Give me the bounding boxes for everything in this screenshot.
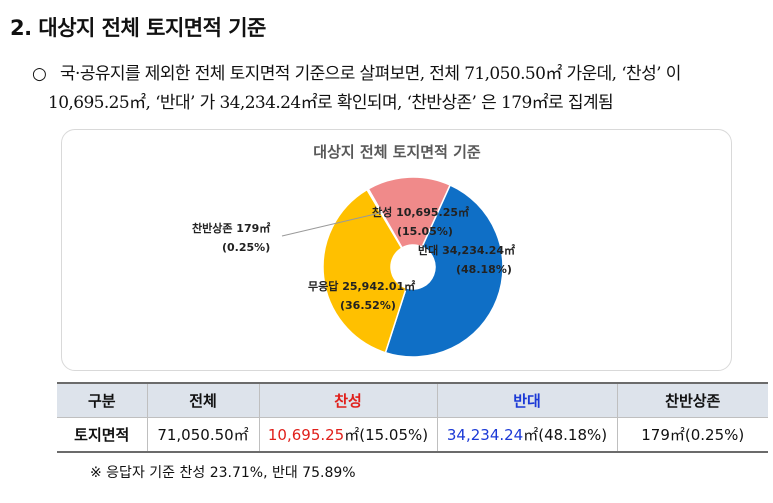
area-table: 구분 전체 찬성 반대 찬반상존 토지면적 71,050.50㎡ 10,695.…	[57, 382, 768, 453]
cell-con: 34,234.24㎡(48.18%)	[436, 417, 618, 453]
summary-line-2: 10,695.25㎡, ‘반대’ 가 34,234.24㎡로 확인되며, ‘찬반…	[48, 93, 614, 113]
bullet-circle: ○	[32, 64, 47, 84]
table-row: 토지면적 71,050.50㎡ 10,695.25㎡(15.05%) 34,23…	[57, 417, 768, 453]
header-total: 전체	[146, 382, 260, 418]
row-label: 토지면적	[57, 417, 148, 453]
slice-pct-찬반상존: (0.25%)	[222, 241, 270, 254]
summary-line-1: 국·공유지를 제외한 전체 토지면적 기준으로 살펴보면, 전체 71,050.…	[60, 64, 681, 84]
cell-total: 71,050.50㎡	[146, 417, 260, 453]
header-category: 구분	[57, 382, 148, 418]
slice-label-찬반상존: 찬반상존 179㎡	[192, 221, 270, 235]
header-con: 반대	[436, 382, 618, 418]
cell-pro-rest: ㎡(15.05%)	[344, 426, 429, 444]
cell-pro: 10,695.25㎡(15.05%)	[258, 417, 438, 453]
chart-title: 대상지 전체 토지면적 기준	[313, 143, 481, 161]
pie-chart: 대상지 전체 토지면적 기준 찬성 10,695.25㎡ (15.05%) 반대 3…	[192, 143, 515, 358]
slice-label-무응답: 무응답 25,942.01㎡	[308, 279, 415, 293]
header-both: 찬반상존	[616, 382, 768, 418]
slice-label-반대: 반대 34,234.24㎡	[418, 243, 515, 257]
table-header-row: 구분 전체 찬성 반대 찬반상존	[57, 382, 768, 418]
summary-paragraph: ○ 국·공유지를 제외한 전체 토지면적 기준으로 살펴보면, 전체 71,05…	[32, 60, 764, 118]
pie-slice-무응답	[322, 188, 408, 354]
pie-slice-반대	[384, 184, 504, 358]
leader-line	[281, 212, 382, 237]
cell-con-value: 34,234.24	[446, 426, 524, 444]
footnote: ※ 응답자 기준 찬성 23.71%, 반대 75.89%	[90, 465, 356, 481]
cell-both: 179㎡(0.25%)	[616, 417, 768, 453]
header-pro: 찬성	[258, 382, 438, 418]
pie-slice-찬반상존	[366, 187, 404, 250]
cell-con-rest: ㎡(48.18%)	[523, 426, 608, 444]
slice-pct-찬성: (15.05%)	[397, 225, 453, 238]
chart-panel: 대상지 전체 토지면적 기준 찬성 10,695.25㎡ (15.05%) 반대 3…	[61, 129, 732, 371]
slice-label-찬성: 찬성 10,695.25㎡	[372, 205, 469, 219]
cell-pro-value: 10,695.25	[267, 426, 345, 444]
section-heading: 2. 대상지 전체 토지면적 기준	[10, 16, 266, 40]
slice-pct-반대: (48.18%)	[456, 263, 512, 276]
slice-pct-무응답: (36.52%)	[340, 299, 396, 312]
